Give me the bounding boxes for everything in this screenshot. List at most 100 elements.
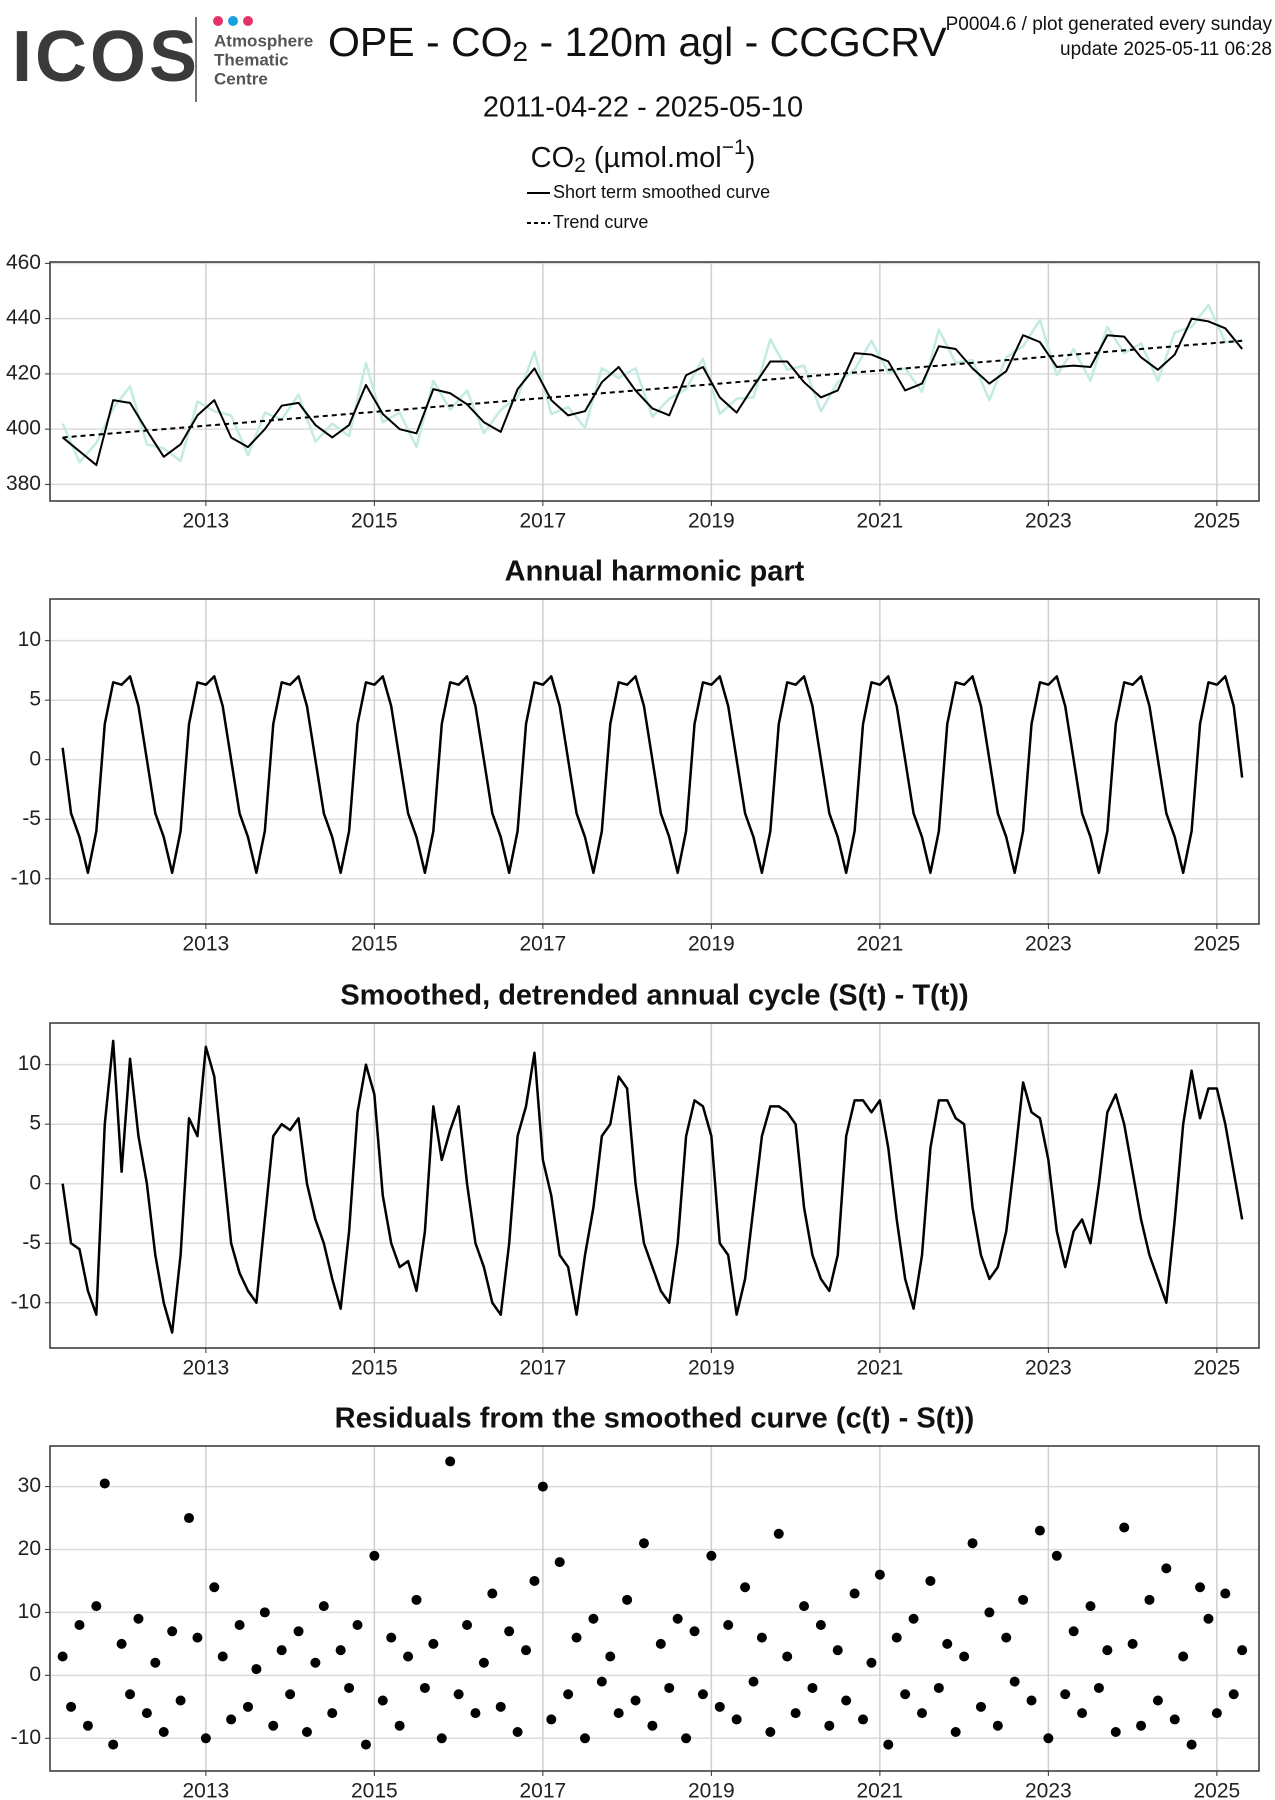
point: [1195, 1582, 1206, 1593]
point: [832, 1645, 843, 1656]
title-sup: −1: [722, 136, 746, 159]
point: [1119, 1522, 1130, 1533]
point: [301, 1726, 312, 1737]
point: [57, 1651, 68, 1662]
plot-background: [50, 599, 1259, 924]
point: [411, 1594, 422, 1605]
x-tick-label: 2015: [351, 933, 398, 956]
y-tick-label: -5: [22, 1231, 41, 1254]
point: [1178, 1651, 1189, 1662]
point: [462, 1620, 473, 1631]
plot-background: [50, 262, 1259, 501]
point: [900, 1689, 911, 1700]
y-tick-label: 420: [6, 361, 41, 384]
point: [933, 1682, 944, 1693]
y-tick-label: 10: [18, 628, 41, 651]
point: [1085, 1601, 1096, 1612]
y-axis-title: CO2 (µmol.mol−1): [531, 136, 756, 177]
y-tick-label: 380: [6, 472, 41, 495]
point: [1034, 1525, 1045, 1536]
point: [841, 1695, 852, 1706]
title-part: OPE - CO: [328, 19, 513, 65]
point: [167, 1626, 178, 1637]
y-tick-label: -5: [22, 807, 41, 830]
point: [681, 1733, 692, 1744]
point: [1237, 1645, 1248, 1656]
point: [1186, 1739, 1197, 1750]
point: [403, 1651, 414, 1662]
plot-frame: [49, 1022, 1260, 1349]
point: [1018, 1594, 1029, 1605]
point: [369, 1550, 380, 1561]
x-tick-label: 2023: [1025, 1780, 1072, 1800]
point: [1228, 1689, 1239, 1700]
point: [563, 1689, 574, 1700]
series-line: [61, 303, 1243, 464]
update: update 2025-05-11 06:28: [1060, 39, 1272, 60]
info: P0004.6 / plot generated every sunday: [946, 14, 1273, 35]
logo-dot: [228, 16, 238, 26]
y-tick-label: 400: [6, 417, 41, 440]
point: [883, 1739, 894, 1750]
y-tick-label: 5: [29, 1112, 41, 1135]
point: [1102, 1645, 1113, 1656]
point: [874, 1569, 885, 1580]
logo: ICOS: [12, 17, 200, 97]
point: [116, 1638, 127, 1649]
logo-dot: [243, 16, 253, 26]
x-tick-label: 2017: [520, 510, 567, 533]
x-tick-label: 2025: [1194, 510, 1241, 533]
y-tick-label: 20: [18, 1537, 41, 1560]
series-line: [62, 317, 1243, 467]
point: [436, 1733, 447, 1744]
y-tick-label: 5: [29, 688, 41, 711]
point: [1077, 1708, 1088, 1719]
point: [504, 1626, 515, 1637]
point: [495, 1701, 506, 1712]
y-tick-label: 10: [18, 1052, 41, 1075]
legend-label: Short term smoothed curve: [553, 182, 770, 202]
point: [925, 1575, 936, 1586]
point: [234, 1620, 245, 1631]
plot-frame: [49, 598, 1260, 925]
point: [175, 1695, 186, 1706]
point: [546, 1714, 557, 1725]
point: [276, 1645, 287, 1656]
panel-title: Residuals from the smoothed curve (c(t) …: [335, 1403, 975, 1435]
title-sub: 2: [574, 154, 586, 177]
point: [428, 1638, 439, 1649]
x-tick-label: 2017: [520, 1357, 567, 1380]
x-tick-label: 2019: [688, 1357, 735, 1380]
point: [470, 1708, 481, 1719]
title-sub: 2: [513, 36, 529, 67]
point: [655, 1638, 666, 1649]
series-line: [61, 675, 1244, 875]
point: [200, 1733, 211, 1744]
y-tick-label: -10: [11, 1726, 41, 1749]
point: [1068, 1626, 1079, 1637]
point: [386, 1632, 397, 1643]
point: [394, 1720, 405, 1731]
y-tick-label: 440: [6, 306, 41, 329]
x-tick-label: 2013: [183, 510, 230, 533]
point: [706, 1550, 717, 1561]
point: [1220, 1588, 1231, 1599]
point: [360, 1739, 371, 1750]
point: [731, 1714, 742, 1725]
point: [318, 1601, 329, 1612]
point: [1009, 1676, 1020, 1687]
x-tick-label: 2023: [1025, 1357, 1072, 1380]
point: [849, 1588, 860, 1599]
point: [697, 1689, 708, 1700]
point: [1161, 1563, 1172, 1574]
x-tick-label: 2015: [351, 1357, 398, 1380]
x-tick-label: 2017: [520, 1780, 567, 1800]
point: [99, 1478, 110, 1489]
title-part: (µmol.mol: [586, 142, 722, 174]
point: [638, 1538, 649, 1549]
title-part: ): [746, 142, 756, 174]
point: [91, 1601, 102, 1612]
point: [959, 1651, 970, 1662]
point: [1169, 1714, 1180, 1725]
point: [1211, 1708, 1222, 1719]
